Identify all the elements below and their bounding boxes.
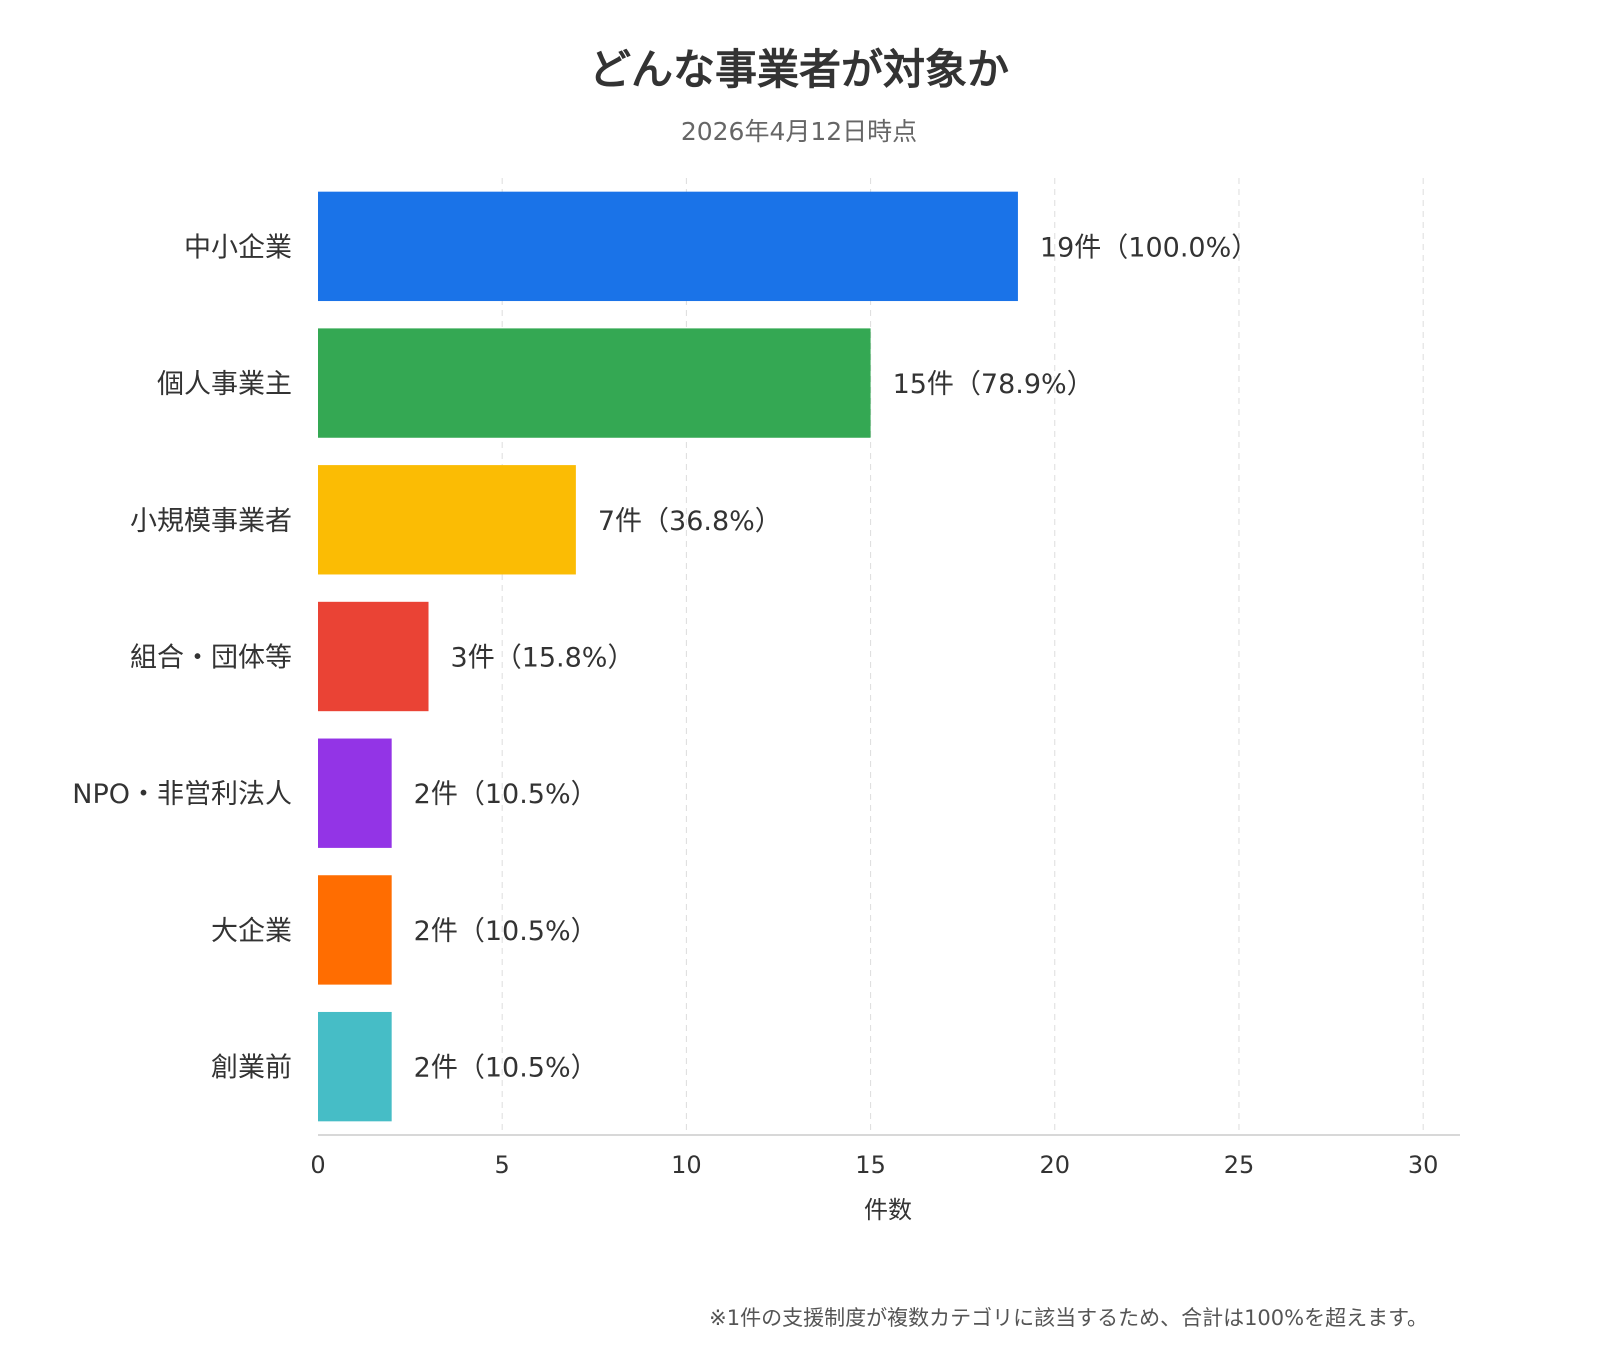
bar-5 bbox=[318, 738, 392, 848]
category-label-6: 大企業 bbox=[211, 916, 292, 947]
value-labels: 19件（100.0%） 15件（78.9%） 7件（36.8%） 3件（15.8%） 2… bbox=[414, 232, 1259, 1083]
value-label-3: 7件（36.8%） bbox=[598, 506, 782, 537]
x-tick-label-10: 10 bbox=[671, 1151, 702, 1179]
x-tick-label-20: 20 bbox=[1040, 1151, 1071, 1179]
grid-lines bbox=[501, 178, 1424, 1135]
chart-title: どんな事業者が対象か bbox=[589, 45, 1009, 94]
bar-2 bbox=[318, 328, 871, 438]
category-label-3: 小規模事業者 bbox=[130, 506, 292, 537]
chart-subtitle: 2026年4月12日時点 bbox=[681, 117, 917, 146]
value-label-6: 2件（10.5%） bbox=[414, 916, 598, 947]
bars bbox=[318, 191, 1018, 1122]
x-tick-label-5: 5 bbox=[495, 1151, 510, 1179]
x-axis-ticks: 0 5 10 15 20 25 30 bbox=[310, 1151, 1438, 1179]
value-label-4: 3件（15.8%） bbox=[451, 643, 635, 674]
footnote: ※1件の支援制度が複数カテゴリに該当するため、合計は100%を超えます。 bbox=[709, 1306, 1428, 1330]
category-label-1: 中小企業 bbox=[184, 232, 292, 263]
bar-1 bbox=[318, 191, 1018, 302]
value-label-1: 19件（100.0%） bbox=[1040, 232, 1258, 263]
x-tick-label-0: 0 bbox=[310, 1151, 325, 1179]
bar-7 bbox=[318, 1011, 392, 1122]
x-tick-label-25: 25 bbox=[1224, 1151, 1255, 1179]
category-label-2: 個人事業主 bbox=[157, 369, 292, 400]
x-tick-label-15: 15 bbox=[855, 1151, 886, 1179]
value-label-5: 2件（10.5%） bbox=[414, 779, 598, 810]
category-label-5: NPO・非営利法人 bbox=[72, 779, 292, 810]
x-axis-title: 件数 bbox=[864, 1196, 912, 1224]
bar-4 bbox=[318, 601, 429, 712]
value-label-2: 15件（78.9%） bbox=[893, 369, 1094, 400]
x-tick-label-30: 30 bbox=[1408, 1151, 1439, 1179]
bar-3 bbox=[318, 465, 576, 575]
bar-6 bbox=[318, 875, 392, 985]
category-label-7: 創業前 bbox=[211, 1053, 292, 1084]
category-label-4: 組合・団体等 bbox=[130, 643, 292, 674]
value-label-7: 2件（10.5%） bbox=[414, 1053, 598, 1084]
